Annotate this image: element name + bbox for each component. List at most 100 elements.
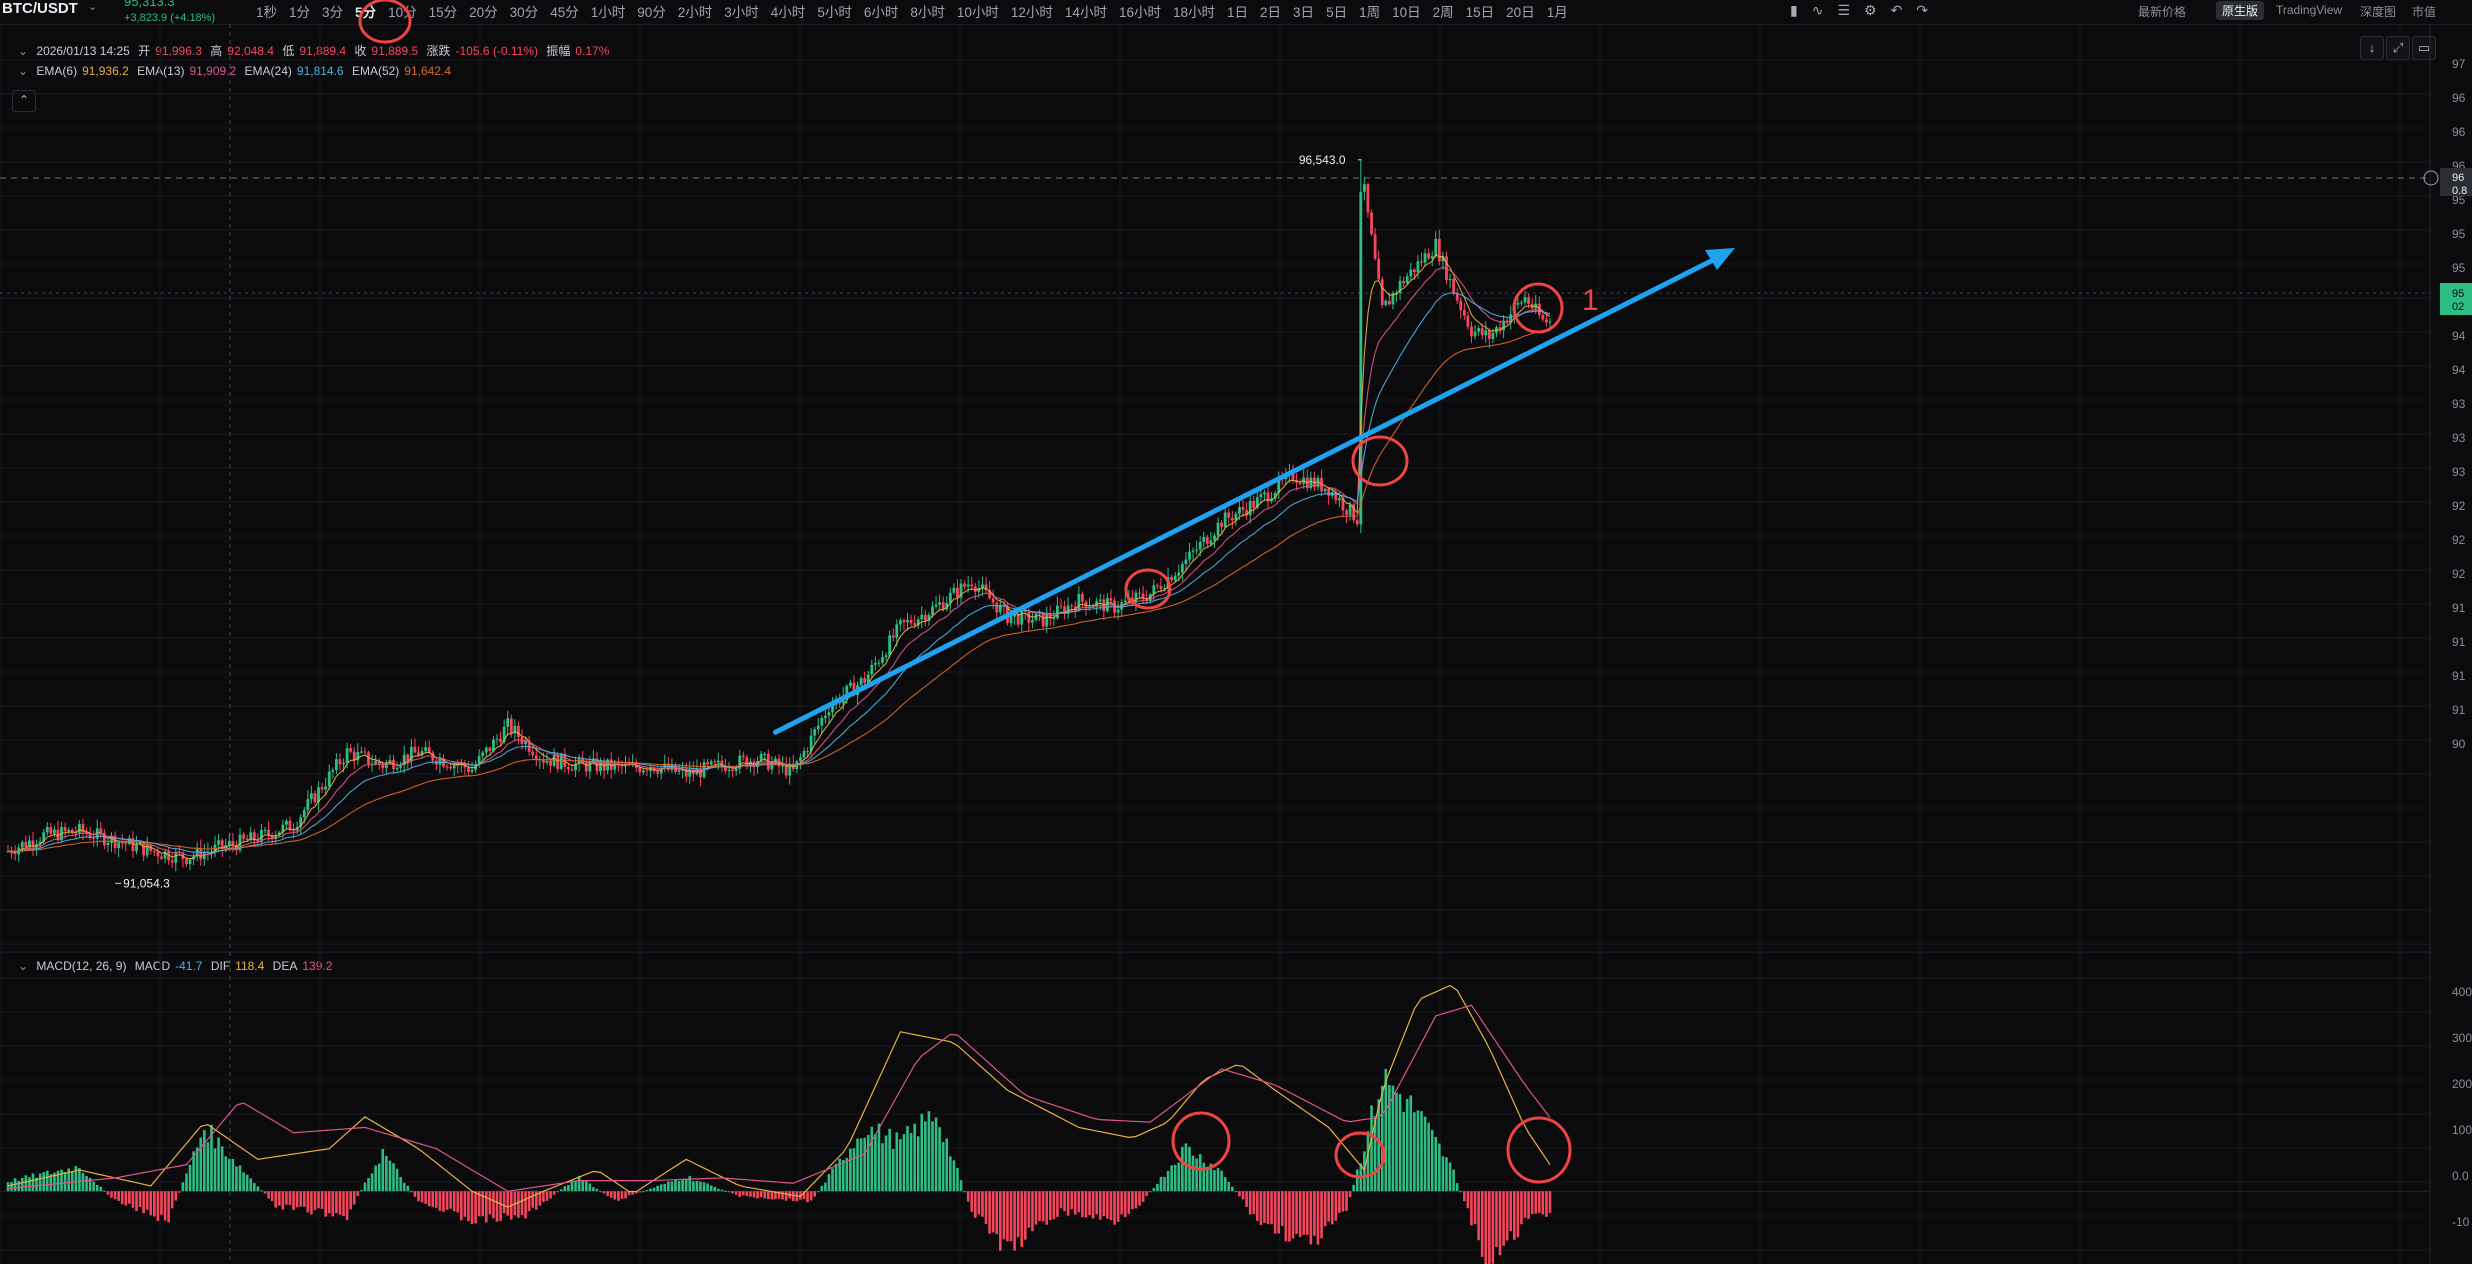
interval-5[interactable]: 15分 <box>428 5 458 20</box>
price-tick-label: 95 <box>2452 261 2466 275</box>
macd-histogram-bar <box>1548 1191 1552 1213</box>
macd-histogram-bar <box>1434 1136 1438 1192</box>
candle-type-icon[interactable]: ▮ <box>1790 2 1798 18</box>
chevron-down-icon[interactable]: ⌄ <box>88 1 98 13</box>
chevron-down-icon[interactable]: ⌄ <box>18 959 29 973</box>
interval-17[interactable]: 10小时 <box>956 5 999 20</box>
interval-29[interactable]: 15日 <box>1465 5 1495 20</box>
interval-27[interactable]: 10日 <box>1392 5 1421 20</box>
candle-body <box>663 763 667 768</box>
tab-market[interactable]: 市值 <box>2412 5 2437 19</box>
interval-28[interactable]: 2周 <box>1432 5 1454 20</box>
candle-body <box>256 840 260 842</box>
price-tick-label: 92 <box>2452 499 2466 513</box>
candle-body <box>477 756 481 765</box>
candle-body <box>85 832 88 834</box>
tab-depth[interactable]: 深度图 <box>2360 5 2397 19</box>
candle-body <box>202 852 206 860</box>
interval-13[interactable]: 4小时 <box>770 5 806 20</box>
interval-0[interactable]: 1秒 <box>256 5 278 20</box>
macd-histogram-bar <box>824 1182 827 1192</box>
shrink-icon[interactable]: ⤢ <box>2386 36 2410 60</box>
collapse-legend-button[interactable]: ⌃ <box>12 90 36 112</box>
interval-21[interactable]: 18小时 <box>1172 5 1216 20</box>
layout-icon[interactable]: ☰ <box>1837 2 1851 18</box>
interval-12[interactable]: 3小时 <box>724 5 759 20</box>
chevron-down-icon[interactable]: ⌄ <box>18 64 29 78</box>
candle-body <box>1270 498 1273 502</box>
interval-18[interactable]: 12小时 <box>1010 5 1053 20</box>
chevron-down-icon[interactable]: ⌄ <box>18 44 29 58</box>
macd-histogram-bar <box>149 1191 153 1216</box>
interval-23[interactable]: 2日 <box>1260 5 1282 20</box>
interval-24[interactable]: 3日 <box>1293 5 1315 20</box>
macd-histogram-bar <box>1184 1143 1188 1192</box>
interval-26[interactable]: 1周 <box>1359 5 1381 20</box>
interval-1[interactable]: 1分 <box>289 5 311 20</box>
candle-body <box>1391 293 1395 305</box>
interval-30[interactable]: 20日 <box>1506 5 1535 20</box>
candle-body <box>906 620 909 623</box>
macd-histogram-bar <box>1313 1191 1316 1236</box>
settings-icon[interactable]: ⚙ <box>1864 2 1877 18</box>
interval-3[interactable]: 5分 <box>355 5 377 20</box>
tab-native[interactable]: 原生版 <box>2216 1 2265 20</box>
interval-20[interactable]: 16小时 <box>1118 5 1161 20</box>
candle-body <box>1120 602 1124 610</box>
interval-6[interactable]: 20分 <box>469 5 498 20</box>
interval-31[interactable]: 1月 <box>1546 5 1568 20</box>
add-alert-icon[interactable] <box>2423 170 2439 186</box>
candle-body <box>720 760 724 766</box>
macd-histogram-bar <box>1031 1191 1034 1232</box>
candle-body <box>1220 522 1224 528</box>
interval-2[interactable]: 3分 <box>322 5 344 20</box>
macd-histogram-bar <box>1056 1191 1059 1217</box>
candle-body <box>367 752 370 765</box>
interval-9[interactable]: 1小时 <box>590 5 626 20</box>
interval-4[interactable]: 10分 <box>388 5 417 20</box>
interval-16[interactable]: 8小时 <box>910 5 945 20</box>
candle-body <box>1027 611 1031 623</box>
macd-histogram-bar <box>706 1183 709 1192</box>
candle-body <box>641 770 645 773</box>
candle-body <box>1520 302 1523 304</box>
interval-11[interactable]: 2小时 <box>677 5 713 20</box>
redo-icon[interactable]: ↷ <box>1916 2 1929 18</box>
indicator-icon[interactable]: ∿ <box>1811 2 1824 18</box>
interval-14[interactable]: 5小时 <box>817 5 852 20</box>
interval-15[interactable]: 6小时 <box>863 5 899 20</box>
interval-19[interactable]: 14小时 <box>1064 5 1107 20</box>
macd-histogram-bar <box>524 1191 527 1219</box>
macd-histogram-bar <box>1505 1191 1509 1241</box>
interval-10[interactable]: 90分 <box>637 5 666 20</box>
candle-body <box>363 751 367 753</box>
interval-22[interactable]: 1日 <box>1227 5 1249 20</box>
tab-tradingview[interactable]: TradingView <box>2276 3 2343 17</box>
candle-body <box>327 771 331 787</box>
symbol-selector[interactable]: BTC/USDT <box>2 0 78 17</box>
candle-body <box>684 768 688 777</box>
macd-histogram-bar <box>1373 1116 1377 1192</box>
macd-histogram-bar <box>1034 1191 1038 1225</box>
latest-price-dropdown[interactable]: 最新价格 <box>2138 5 2187 19</box>
candle-body <box>963 583 967 587</box>
macd-histogram-bar <box>1170 1165 1173 1192</box>
annotation-circle <box>1171 1111 1231 1171</box>
candle-body <box>1545 319 1548 323</box>
candle-body <box>977 588 981 592</box>
scroll-to-latest-icon[interactable]: ↓ <box>2360 36 2384 60</box>
fullscreen-icon[interactable]: ▭ <box>2412 36 2436 60</box>
candle-body <box>766 753 770 770</box>
interval-8[interactable]: 45分 <box>550 5 579 20</box>
macd-histogram-bar <box>249 1178 253 1192</box>
macd-histogram-bar <box>252 1183 256 1192</box>
macd-histogram-bar <box>874 1134 877 1192</box>
candle-body <box>659 767 663 774</box>
interval-7[interactable]: 30分 <box>509 5 539 20</box>
macd-histogram-bar <box>752 1191 756 1198</box>
undo-icon[interactable]: ↶ <box>1890 2 1903 18</box>
candle-body <box>1455 293 1459 301</box>
interval-25[interactable]: 5日 <box>1326 5 1348 20</box>
macd-histogram-bar <box>1123 1191 1127 1218</box>
